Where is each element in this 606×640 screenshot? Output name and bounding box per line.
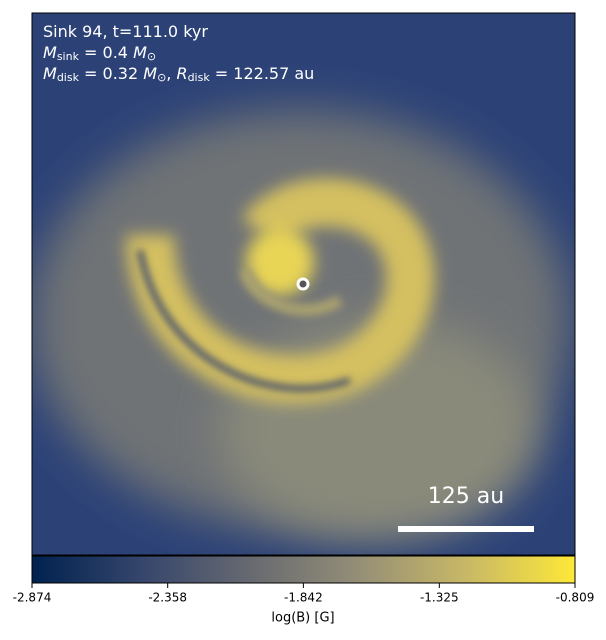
colorbar-tick-label: -2.358 [148, 591, 187, 605]
annotation-part: M [143, 64, 157, 83]
annotation-part: ⊙ [157, 71, 166, 84]
annotation: Sink 94, t=111.0 kyr [43, 22, 208, 41]
annotation-part: = 122.57 au [210, 64, 315, 83]
annotation-part: Sink 94, t=111.0 kyr [43, 22, 208, 41]
annotation-part: disk [188, 71, 211, 84]
colorbar-tick-label: -1.325 [420, 591, 459, 605]
annotation-part: M [133, 43, 147, 62]
annotation-part: disk [57, 71, 80, 84]
colorbar [31, 555, 576, 584]
annotation-part: = 0.4 [79, 43, 133, 62]
sink-marker [296, 277, 310, 291]
colorbar-tick-label: -1.842 [284, 591, 323, 605]
annotation: Mdisk = 0.32 M⊙, Rdisk = 122.57 au [43, 64, 314, 85]
colorbar-tick-label: -2.874 [13, 591, 52, 605]
scale-bar-label: 125 au [428, 484, 504, 509]
annotation-part: , [166, 64, 176, 83]
field-image [32, 13, 575, 555]
colorbar-label: log(B) [G] [271, 611, 334, 626]
image-frame [31, 12, 576, 556]
annotation-part: = 0.32 [79, 64, 143, 83]
annotation-part: M [43, 43, 57, 62]
annotation: Msink = 0.4 M⊙ [43, 43, 156, 64]
annotation-part: R [176, 64, 187, 83]
annotation-part: sink [57, 50, 80, 63]
colorbar-tick-label: -0.809 [556, 591, 595, 605]
annotation-part: ⊙ [147, 50, 156, 63]
annotation-part: M [43, 64, 57, 83]
